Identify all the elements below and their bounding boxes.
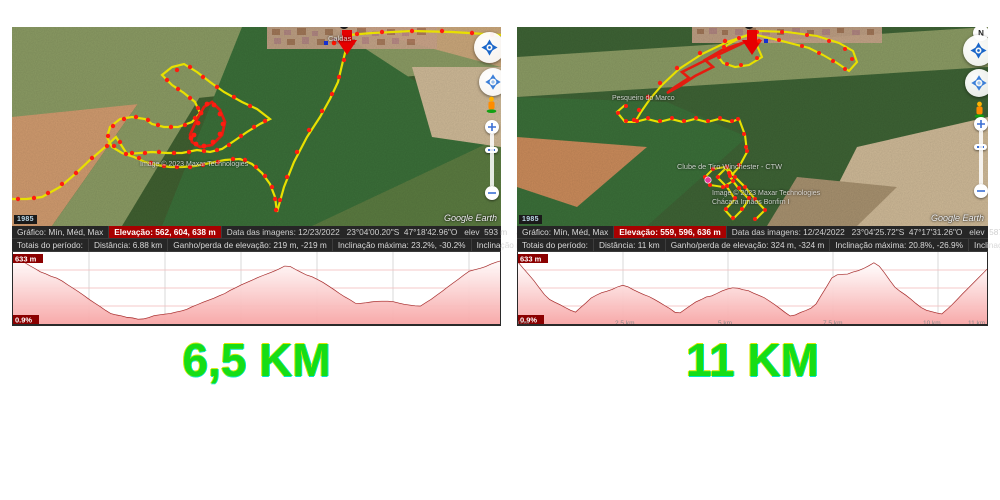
- svg-text:10 km: 10 km: [923, 320, 941, 326]
- svg-text:0.9%: 0.9%: [15, 316, 32, 325]
- svg-text:633 m: 633 m: [520, 255, 542, 264]
- svg-text:633 m: 633 m: [15, 255, 37, 264]
- svg-text:5 km: 5 km: [718, 320, 732, 326]
- svg-text:0 m: 0 m: [518, 320, 529, 326]
- svg-text:7.5 km: 7.5 km: [823, 320, 843, 326]
- svg-text:2.5 km: 2.5 km: [615, 320, 635, 326]
- svg-text:11 km: 11 km: [968, 320, 985, 326]
